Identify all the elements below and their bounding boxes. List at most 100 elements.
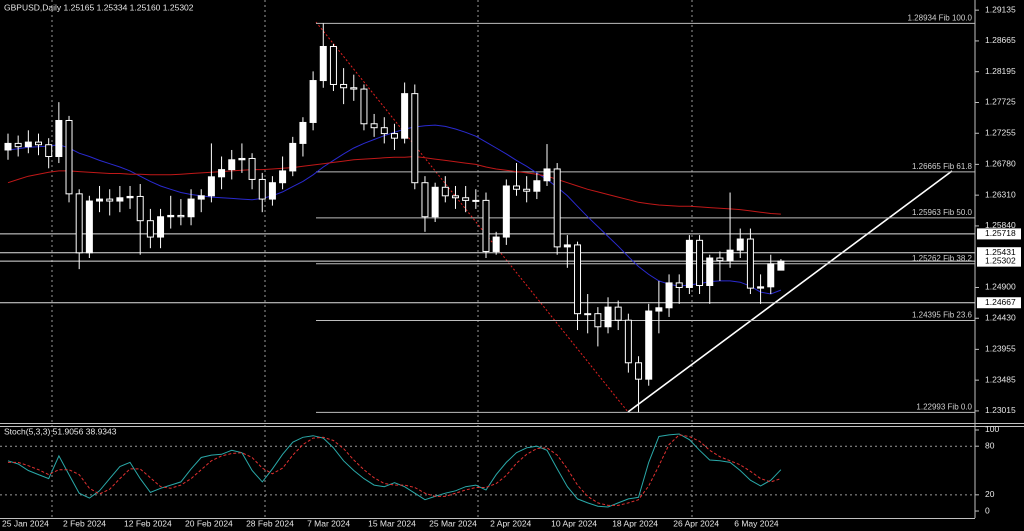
trend-line (627, 170, 953, 413)
candle-body (543, 168, 551, 182)
candle-body (340, 83, 348, 89)
candle-body (604, 306, 612, 328)
price-level-box (977, 297, 1021, 309)
candle-body (218, 169, 226, 178)
y-tick-label: 1.28195 (985, 66, 1016, 76)
candle-body (533, 180, 541, 192)
y-tick-label: 0 (985, 505, 990, 515)
candle-body (167, 214, 175, 218)
candle-body (706, 257, 714, 287)
candle-body (492, 236, 500, 252)
y-tick-label: 1.29135 (985, 4, 1016, 14)
indicator-line (7, 433, 782, 508)
x-tick-label: 18 Apr 2024 (612, 518, 658, 528)
candle-body (574, 244, 582, 315)
candle-body (472, 199, 480, 202)
indicator-line (7, 155, 781, 215)
candle-body (157, 216, 165, 238)
y-tick-label: 80 (985, 440, 995, 450)
candle-body (146, 220, 154, 238)
candle-body (553, 168, 561, 248)
fib-label: 1.28934 Fib 100.0 (908, 13, 973, 22)
candle-body (248, 157, 256, 180)
candle-body (116, 197, 124, 202)
x-tick-label: 2 Apr 2024 (490, 518, 531, 528)
candle-body (777, 260, 785, 271)
candle-body (635, 362, 643, 380)
candle-body (736, 238, 744, 251)
fib-diagonal (315, 21, 629, 413)
y-tick-label: 100 (985, 424, 999, 434)
y-tick-label: 1.23485 (985, 374, 1016, 384)
x-tick-label: 25 Mar 2024 (429, 518, 477, 528)
candle-body (411, 93, 419, 184)
candle-body (380, 127, 388, 135)
x-tick-label: 12 Feb 2024 (124, 518, 172, 528)
candle-body (767, 263, 775, 288)
candle-body (696, 239, 704, 287)
candle-body (370, 123, 378, 129)
candle-body (136, 195, 144, 222)
candle-body (685, 239, 693, 288)
candle-body (441, 186, 449, 197)
candle-body (4, 142, 12, 151)
x-tick-label: 2 Feb 2024 (63, 518, 106, 528)
y-tick-label: 1.25840 (985, 220, 1016, 230)
candle-body (716, 257, 724, 262)
candle-body (502, 185, 510, 238)
y-tick-label: 1.27725 (985, 97, 1016, 107)
candle-body (614, 306, 622, 321)
candle-body (431, 186, 439, 218)
candle-body (55, 119, 63, 158)
candle-body (726, 249, 734, 262)
candle-body (513, 185, 520, 190)
x-tick-label: 10 Apr 2024 (551, 518, 597, 528)
candle-body (462, 197, 470, 201)
price-level-box (977, 247, 1021, 259)
y-tick-label: 1.26780 (985, 159, 1016, 169)
candle-body (65, 119, 73, 195)
y-tick-label: 20 (985, 489, 995, 499)
candle-body (746, 238, 754, 289)
candle-body (451, 195, 459, 199)
fib-label: 1.26665 Fib 61.8 (912, 162, 973, 171)
candle-body (279, 170, 287, 184)
x-tick-label: 28 Feb 2024 (246, 518, 294, 528)
candle-body (309, 80, 317, 123)
candle-body (289, 142, 297, 172)
price-level-box (977, 228, 1021, 240)
candle-body (228, 159, 236, 171)
price-level-box (977, 255, 1021, 267)
candle-body (187, 198, 195, 218)
stoch-header: Stoch(5,3,3) 51.9056 38.9343 (4, 426, 117, 436)
price-level-label: 1.25431 (985, 247, 1016, 257)
y-tick-label: 1.23955 (985, 344, 1016, 354)
x-tick-label: 20 Feb 2024 (185, 518, 233, 528)
x-tick-label: 15 Mar 2024 (368, 518, 416, 528)
candle-body (238, 157, 246, 161)
candle-body (45, 144, 53, 158)
candle-body (207, 176, 215, 197)
candle-body (35, 141, 43, 146)
y-tick-label: 1.24430 (985, 313, 1016, 323)
candle-body (350, 87, 358, 90)
candle-body (675, 282, 683, 288)
fib-label: 1.22993 Fib 0.0 (916, 402, 972, 411)
candle-body (299, 121, 307, 144)
candle-body (177, 214, 185, 218)
y-tick-label: 1.28665 (985, 35, 1016, 45)
indicator-line (8, 434, 782, 506)
candle-body (390, 133, 398, 139)
x-tick-label: 6 May 2024 (734, 518, 779, 528)
price-level-label: 1.25302 (985, 255, 1016, 265)
candle-body (24, 141, 32, 148)
candle-body (645, 310, 653, 380)
fib-label: 1.25262 Fib 38.2 (912, 254, 973, 263)
price-level-label: 1.24667 (985, 297, 1016, 307)
candle-body (624, 319, 632, 364)
x-tick-label: 26 Apr 2024 (673, 518, 719, 528)
candle-body (319, 45, 327, 82)
